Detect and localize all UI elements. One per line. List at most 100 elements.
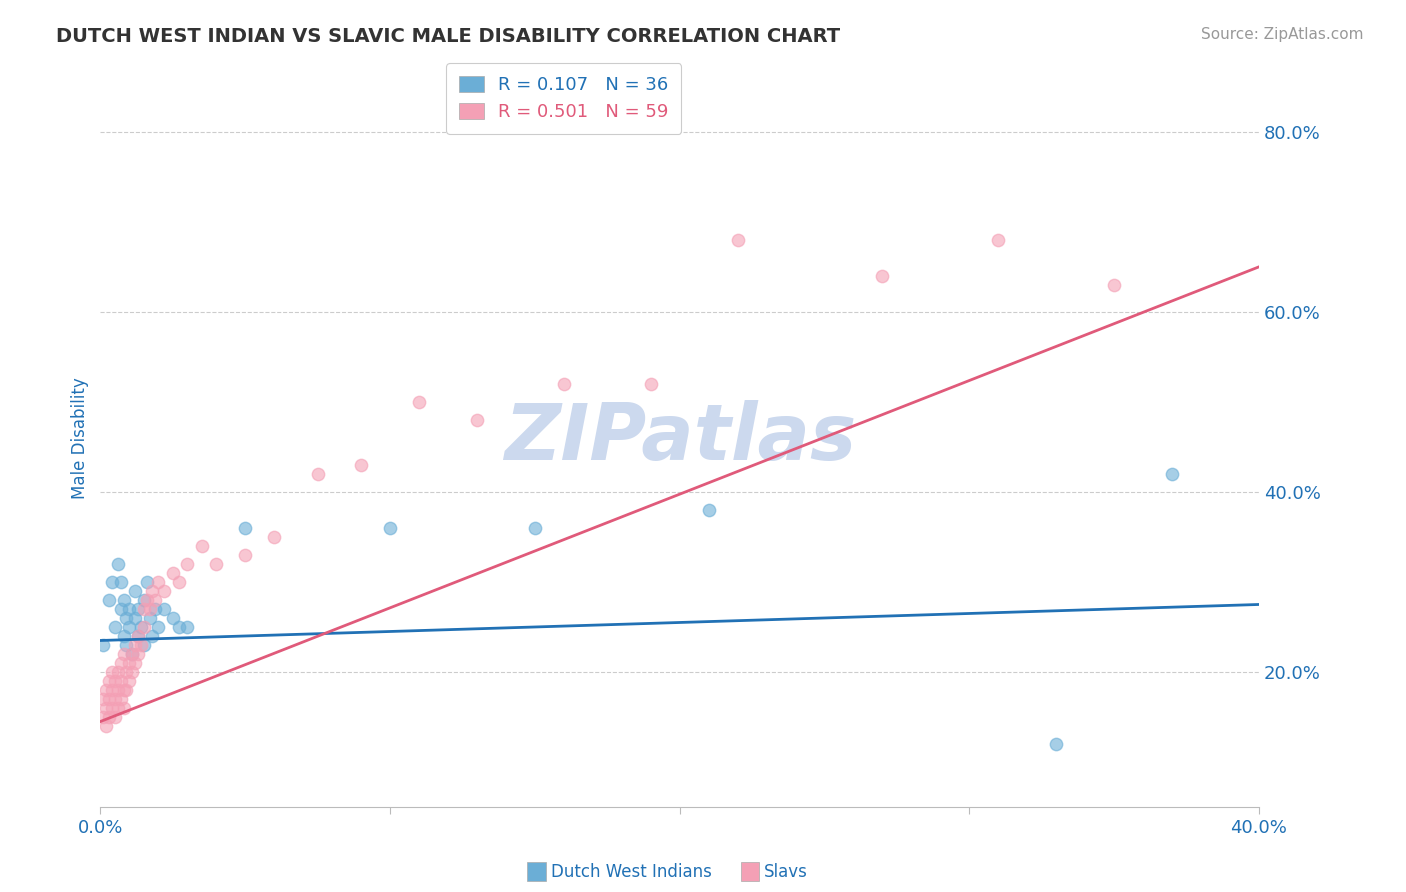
Point — [101, 665, 124, 679]
Point — [190, 539, 212, 553]
Point — [112, 629, 135, 643]
Point — [107, 701, 129, 715]
Point — [91, 692, 114, 706]
Point — [1102, 277, 1125, 292]
Point — [94, 701, 117, 715]
Point — [110, 656, 132, 670]
Point — [101, 683, 124, 698]
Point — [121, 647, 143, 661]
Point — [112, 701, 135, 715]
Text: Slavs: Slavs — [763, 863, 807, 881]
Point — [110, 692, 132, 706]
Point — [118, 620, 141, 634]
Point — [104, 673, 127, 688]
Point — [118, 656, 141, 670]
Text: Dutch West Indians: Dutch West Indians — [551, 863, 711, 881]
Point — [1045, 737, 1067, 751]
Point — [118, 602, 141, 616]
Point — [141, 584, 163, 599]
Point — [132, 620, 155, 634]
Point — [121, 665, 143, 679]
Point — [127, 647, 149, 661]
Point — [115, 638, 138, 652]
Point — [110, 602, 132, 616]
Point — [124, 638, 146, 652]
Point — [127, 629, 149, 643]
Point — [115, 683, 138, 698]
Point — [110, 574, 132, 589]
Point — [987, 233, 1010, 247]
Point — [872, 268, 894, 283]
Point — [127, 602, 149, 616]
Point — [124, 656, 146, 670]
Point — [101, 701, 124, 715]
Point — [135, 574, 157, 589]
Point — [98, 710, 121, 724]
Point — [1161, 467, 1184, 481]
Point — [132, 638, 155, 652]
Point — [697, 503, 720, 517]
Point — [135, 593, 157, 607]
Point — [138, 602, 160, 616]
Text: Source: ZipAtlas.com: Source: ZipAtlas.com — [1201, 27, 1364, 42]
Point — [129, 620, 152, 634]
Point — [553, 376, 575, 391]
Point — [124, 611, 146, 625]
Point — [104, 692, 127, 706]
Point — [115, 611, 138, 625]
Point — [465, 413, 488, 427]
Point — [307, 467, 329, 481]
Point — [129, 638, 152, 652]
Point — [145, 593, 167, 607]
Point — [132, 602, 155, 616]
Point — [124, 584, 146, 599]
Point — [101, 574, 124, 589]
Point — [98, 593, 121, 607]
Point — [727, 233, 749, 247]
Point — [233, 521, 256, 535]
Point — [233, 548, 256, 562]
Point — [91, 638, 114, 652]
Point — [107, 683, 129, 698]
Point — [138, 611, 160, 625]
Point — [167, 574, 190, 589]
Point — [112, 647, 135, 661]
Point — [98, 673, 121, 688]
Point — [176, 557, 198, 571]
Point — [263, 530, 285, 544]
Point — [205, 557, 228, 571]
Point — [98, 692, 121, 706]
Point — [153, 602, 176, 616]
Legend: R = 0.107   N = 36, R = 0.501   N = 59: R = 0.107 N = 36, R = 0.501 N = 59 — [446, 63, 682, 134]
Point — [112, 683, 135, 698]
Point — [378, 521, 401, 535]
Point — [112, 593, 135, 607]
Text: DUTCH WEST INDIAN VS SLAVIC MALE DISABILITY CORRELATION CHART: DUTCH WEST INDIAN VS SLAVIC MALE DISABIL… — [56, 27, 841, 45]
Point — [167, 620, 190, 634]
Text: ZIPatlas: ZIPatlas — [503, 400, 856, 476]
Point — [148, 620, 170, 634]
Point — [162, 566, 184, 580]
Point — [148, 574, 170, 589]
Point — [176, 620, 198, 634]
Point — [107, 557, 129, 571]
Point — [91, 710, 114, 724]
Point — [408, 395, 430, 409]
Point — [523, 521, 546, 535]
Point — [107, 665, 129, 679]
Point — [640, 376, 662, 391]
Point — [145, 602, 167, 616]
Point — [115, 665, 138, 679]
Point — [121, 647, 143, 661]
Point — [110, 673, 132, 688]
Point — [104, 620, 127, 634]
Point — [104, 710, 127, 724]
Y-axis label: Male Disability: Male Disability — [72, 377, 89, 499]
Point — [94, 719, 117, 733]
Point — [141, 629, 163, 643]
Point — [153, 584, 176, 599]
Point — [94, 683, 117, 698]
Point — [118, 673, 141, 688]
Point — [162, 611, 184, 625]
Point — [350, 458, 373, 472]
